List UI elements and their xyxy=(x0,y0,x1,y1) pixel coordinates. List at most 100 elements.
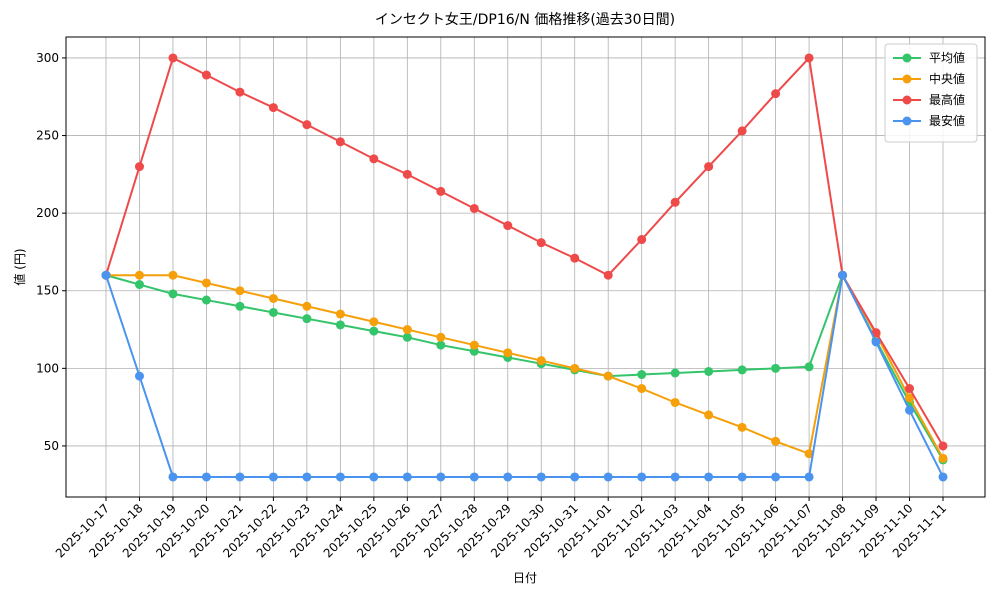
data-point xyxy=(637,370,647,380)
data-point xyxy=(737,126,747,136)
data-point xyxy=(905,393,915,403)
data-point xyxy=(938,441,948,451)
data-point xyxy=(168,270,178,280)
data-point xyxy=(603,371,613,381)
data-point xyxy=(436,186,446,196)
data-point xyxy=(570,472,580,482)
y-tick-label: 150 xyxy=(36,284,59,298)
data-point xyxy=(235,301,245,311)
data-point xyxy=(570,253,580,263)
data-point xyxy=(670,197,680,207)
y-tick-label: 100 xyxy=(36,361,59,375)
data-point xyxy=(704,410,714,420)
data-point xyxy=(268,472,278,482)
data-point xyxy=(905,405,915,415)
data-point xyxy=(704,472,714,482)
data-point xyxy=(235,472,245,482)
legend-marker xyxy=(902,95,912,105)
data-point xyxy=(101,270,111,280)
data-point xyxy=(704,162,714,172)
data-point xyxy=(369,154,379,164)
data-point xyxy=(302,120,312,130)
data-point xyxy=(503,221,513,231)
data-point xyxy=(134,162,144,172)
data-point xyxy=(771,436,781,446)
data-point xyxy=(335,472,345,482)
series-line xyxy=(106,272,944,459)
series-line xyxy=(105,272,944,461)
legend-label: 最安値 xyxy=(929,113,965,128)
data-point xyxy=(335,320,345,330)
data-point xyxy=(168,472,178,482)
data-point xyxy=(637,384,647,394)
data-point xyxy=(436,472,446,482)
data-point xyxy=(469,472,479,482)
series-line xyxy=(105,272,944,478)
data-point xyxy=(804,362,814,372)
data-point xyxy=(637,235,647,245)
data-point xyxy=(436,332,446,342)
data-point xyxy=(905,384,915,394)
data-point xyxy=(469,203,479,213)
data-point xyxy=(536,238,546,248)
data-point xyxy=(704,366,714,376)
data-point xyxy=(134,280,144,290)
x-axis-label: 日付 xyxy=(513,571,537,585)
data-point xyxy=(737,422,747,432)
data-point xyxy=(670,397,680,407)
data-point xyxy=(402,169,412,179)
chart-title: インセクト女王/DP16/N 価格推移(過去30日間) xyxy=(375,11,675,28)
data-point xyxy=(670,368,680,378)
legend-marker xyxy=(902,116,912,126)
y-axis-label: 値 (円) xyxy=(12,248,27,285)
data-point xyxy=(603,270,613,280)
data-point xyxy=(771,472,781,482)
data-point xyxy=(402,472,412,482)
data-point xyxy=(804,449,814,459)
data-point xyxy=(402,325,412,335)
data-point xyxy=(503,348,513,358)
data-point xyxy=(302,301,312,311)
data-point xyxy=(603,472,613,482)
legend-label: 平均値 xyxy=(929,50,965,65)
legend-marker xyxy=(902,74,912,84)
data-point xyxy=(938,453,948,463)
y-tick-label: 50 xyxy=(44,439,59,453)
legend-marker xyxy=(902,53,912,63)
data-point xyxy=(469,340,479,350)
data-point xyxy=(168,289,178,299)
data-point xyxy=(201,278,211,288)
data-point xyxy=(737,365,747,375)
data-point xyxy=(201,472,211,482)
data-point xyxy=(302,314,312,324)
data-point xyxy=(235,87,245,97)
data-point xyxy=(771,89,781,99)
data-point xyxy=(235,286,245,296)
data-point xyxy=(134,270,144,280)
data-point xyxy=(201,295,211,305)
data-point xyxy=(637,472,647,482)
data-point xyxy=(369,472,379,482)
data-point xyxy=(938,472,948,482)
y-tick-label: 250 xyxy=(36,129,59,143)
data-point xyxy=(871,337,881,347)
legend-label: 最高値 xyxy=(929,92,965,107)
data-point xyxy=(536,356,546,366)
data-point xyxy=(268,103,278,113)
data-point xyxy=(335,309,345,319)
data-point xyxy=(369,326,379,336)
data-point xyxy=(268,294,278,304)
y-tick-label: 300 xyxy=(36,51,59,65)
data-point xyxy=(804,472,814,482)
data-point xyxy=(536,472,546,482)
data-point xyxy=(268,307,278,317)
data-point xyxy=(838,270,848,280)
data-point xyxy=(369,317,379,327)
data-point xyxy=(737,472,747,482)
data-point xyxy=(335,137,345,147)
data-point xyxy=(302,472,312,482)
data-point xyxy=(570,363,580,373)
data-point xyxy=(771,363,781,373)
data-point xyxy=(503,472,513,482)
